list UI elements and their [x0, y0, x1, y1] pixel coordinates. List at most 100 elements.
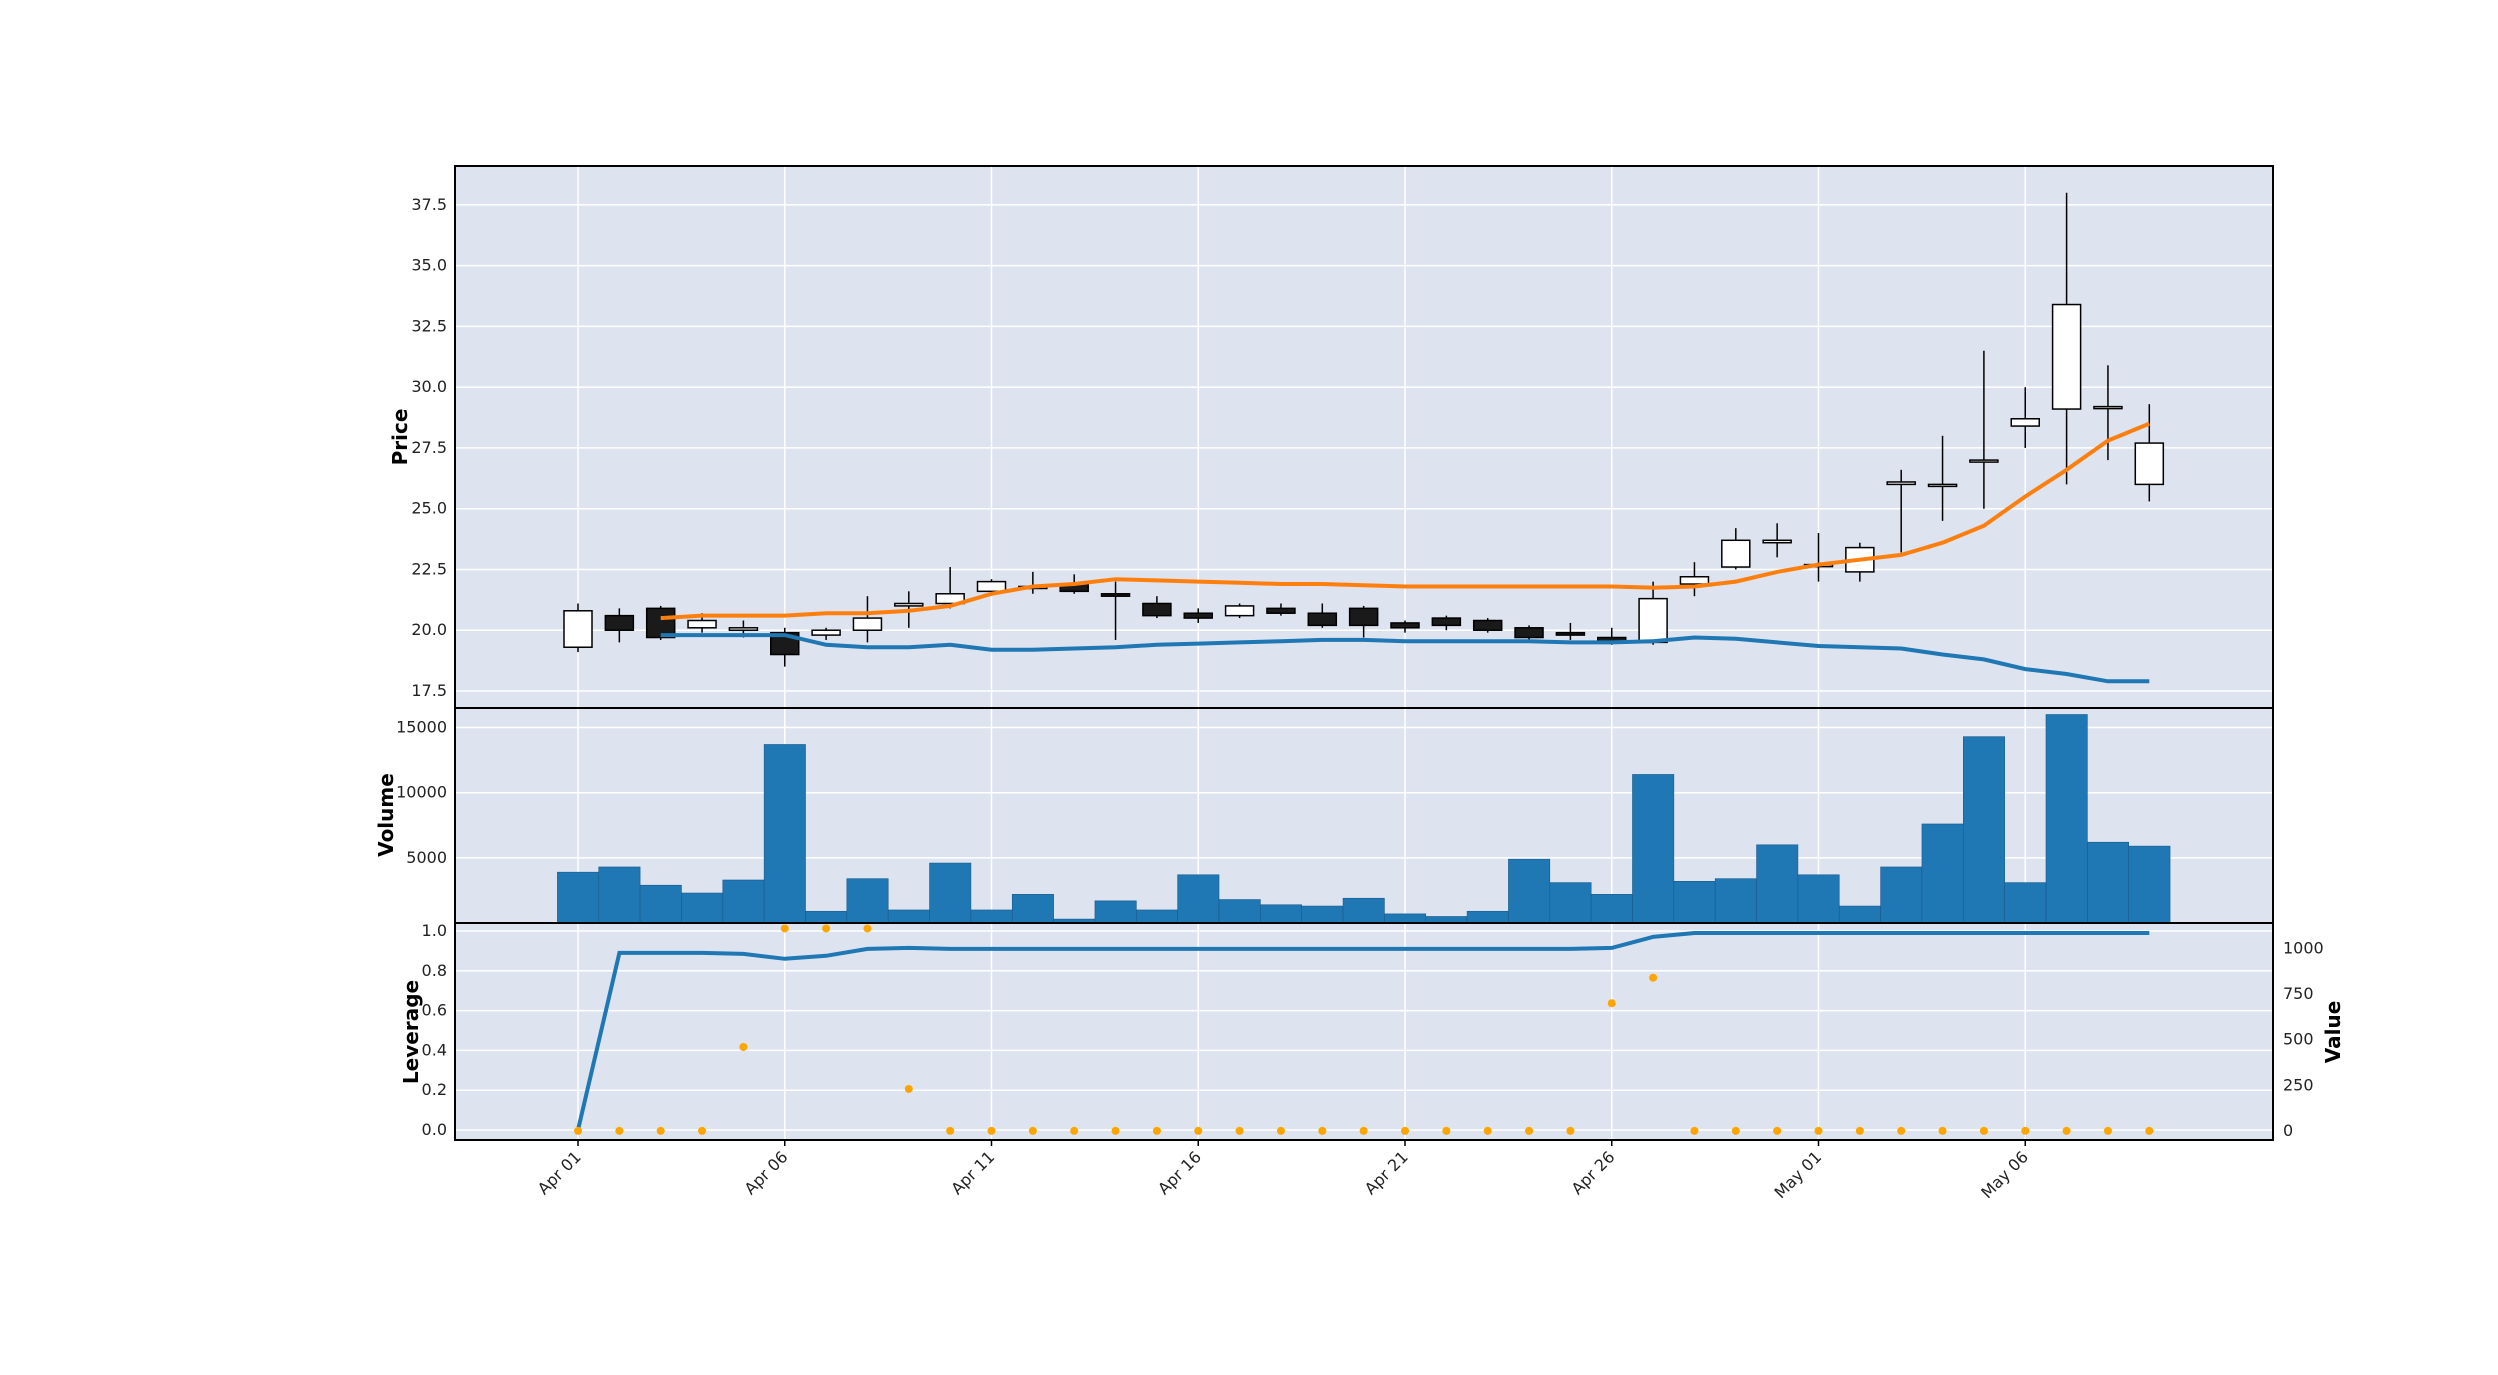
value-dot — [987, 1126, 996, 1135]
value-dot — [1938, 1126, 1947, 1135]
volume-bar — [805, 910, 848, 924]
value-dot — [822, 924, 831, 933]
volume-bar — [722, 879, 765, 924]
value-dot — [1276, 1126, 1285, 1135]
volume-bar — [2087, 841, 2130, 924]
candle-body — [2010, 418, 2040, 427]
candle-body — [687, 619, 717, 629]
y2-tick-label: 1000 — [2283, 939, 2324, 958]
volume-bar — [1177, 874, 1220, 924]
volume-bar — [1797, 874, 1840, 924]
volume-bar — [1838, 905, 1881, 924]
volume-bar — [2045, 714, 2088, 924]
x-tick-label: Apr 01 — [534, 1147, 585, 1198]
value-dot — [1773, 1126, 1782, 1135]
volume-bar — [1260, 904, 1302, 924]
price-panel — [563, 192, 2165, 684]
volume-bar — [1673, 881, 1716, 924]
value-dot — [1690, 1126, 1699, 1135]
candle-body — [1679, 576, 1710, 585]
volume-bar — [1342, 897, 1385, 924]
value-dot — [1194, 1126, 1203, 1135]
candle-body — [1514, 627, 1544, 639]
y-tick-label: 10000 — [396, 783, 447, 802]
x-tick-label: Apr 11 — [947, 1147, 998, 1198]
volume-bar — [1590, 894, 1633, 924]
value-dot — [1566, 1126, 1575, 1135]
y-tick-label: 15000 — [396, 718, 447, 737]
value-dot — [863, 924, 872, 933]
volume-bar — [887, 909, 930, 924]
value-dot — [615, 1126, 624, 1135]
value-dot — [780, 924, 789, 933]
volume-axis-title: Volume — [374, 773, 398, 857]
y2-tick-label: 250 — [2283, 1075, 2314, 1094]
candle-body — [935, 593, 965, 605]
y-tick-label: 32.5 — [411, 316, 447, 335]
value-dot — [698, 1126, 707, 1135]
candle-body — [1762, 539, 1792, 544]
x-tick-label: Apr 16 — [1154, 1147, 1205, 1198]
value-dot — [1731, 1126, 1740, 1135]
candle-body — [2093, 405, 2123, 410]
volume-bar — [1301, 905, 1344, 924]
value-dot — [1814, 1126, 1823, 1135]
volume-bar — [1714, 878, 1757, 924]
candle-body — [1183, 612, 1213, 619]
volume-bar — [2004, 882, 2047, 924]
price-axis-title: Price — [388, 409, 412, 466]
candle-body — [852, 617, 883, 631]
candle-body — [1472, 619, 1503, 631]
blue-series-line — [660, 633, 2150, 684]
volume-bar — [557, 871, 600, 924]
volume-bar — [763, 744, 806, 924]
value-dot — [1979, 1126, 1988, 1135]
volume-bar — [1466, 910, 1509, 924]
y-tick-label: 1.0 — [422, 921, 447, 940]
volume-bar — [1508, 858, 1551, 924]
value-dot — [2021, 1126, 2030, 1135]
y-tick-label: 30.0 — [411, 377, 447, 396]
candle-body — [1224, 605, 1255, 617]
volume-bar — [1011, 894, 1054, 924]
leverage-panel-frame — [454, 922, 2274, 1141]
candle-body — [604, 614, 635, 631]
leverage-panel-bg — [455, 923, 2273, 1140]
y-tick-label: 0.6 — [422, 1001, 447, 1020]
value-dot — [1359, 1126, 1368, 1135]
volume-bar — [681, 892, 724, 924]
y-tick-label: 0.2 — [422, 1080, 447, 1099]
candle-body — [2051, 303, 2082, 410]
candle-body — [1927, 483, 1958, 488]
x-tick-label: May 01 — [1770, 1147, 1825, 1202]
value-dot — [2145, 1126, 2154, 1135]
volume-bar — [1094, 900, 1137, 924]
y-tick-label: 5000 — [406, 848, 447, 867]
value-dot — [1235, 1126, 1244, 1135]
volume-bar — [1549, 882, 1592, 924]
volume-panel — [557, 714, 2171, 924]
volume-bar — [1963, 736, 2005, 924]
volume-bar — [929, 862, 972, 924]
y2-tick-label: 0 — [2283, 1121, 2293, 1140]
volume-bar — [639, 884, 682, 924]
value-dot — [574, 1126, 582, 1135]
volume-bar — [1632, 774, 1675, 924]
leverage-line — [576, 931, 2150, 1131]
volume-bar — [846, 878, 889, 924]
value-dot — [1111, 1126, 1120, 1135]
value-axis-title: Value — [2321, 1001, 2345, 1064]
candle-body — [1348, 607, 1379, 627]
candle-body — [1142, 602, 1172, 617]
volume-bar — [1136, 909, 1178, 924]
candle-body — [1100, 593, 1131, 597]
candle-body — [894, 602, 924, 607]
value-dot — [1318, 1126, 1327, 1135]
candle-body — [1307, 612, 1338, 627]
leverage-panel — [574, 924, 2154, 1135]
volume-bar — [2128, 845, 2171, 924]
y2-tick-label: 750 — [2283, 984, 2314, 1003]
value-dot — [2062, 1126, 2071, 1135]
value-dot — [1649, 973, 1658, 982]
candle-body — [1886, 481, 1916, 486]
